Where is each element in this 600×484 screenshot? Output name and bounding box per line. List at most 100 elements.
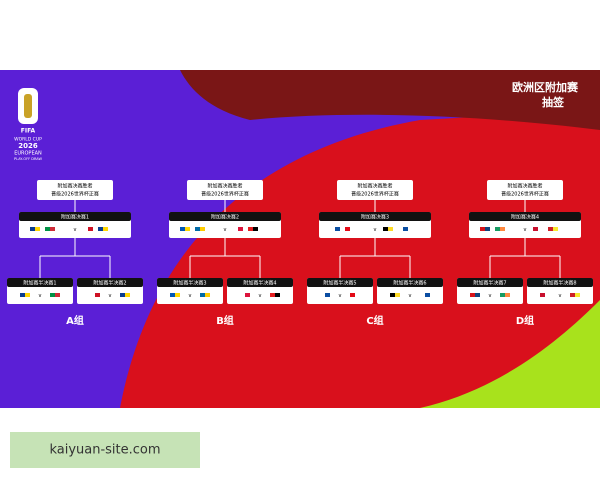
flag xyxy=(388,227,393,231)
flag xyxy=(575,293,580,297)
flag xyxy=(35,227,40,231)
flag xyxy=(55,293,60,297)
semi-header xyxy=(457,278,523,287)
flag xyxy=(45,227,50,231)
logo-line: PLAY-OFF DRAW xyxy=(14,157,42,161)
winner-box xyxy=(487,180,563,200)
flag xyxy=(233,227,238,231)
flag xyxy=(500,227,505,231)
flag xyxy=(350,227,355,231)
semi-label: 附加赛半决赛4 xyxy=(243,280,276,287)
flag xyxy=(355,293,360,297)
flag xyxy=(30,227,35,231)
final-label: 附加赛决赛1 xyxy=(61,214,89,221)
banner-green xyxy=(420,300,600,408)
winner-label: 晋级2026世界杯正赛 xyxy=(351,191,399,198)
final-header xyxy=(319,212,431,221)
flag xyxy=(185,227,190,231)
flag xyxy=(95,293,100,297)
semi-header xyxy=(7,278,73,287)
winner-label: 附加赛决赛胜者 xyxy=(507,183,542,190)
winner-label: 晋级2026世界杯正赛 xyxy=(51,191,99,198)
flag xyxy=(500,293,505,297)
flag xyxy=(253,227,258,231)
flag xyxy=(120,293,125,297)
flag xyxy=(403,227,408,231)
flag xyxy=(200,293,205,297)
group-label: D组 xyxy=(516,314,534,327)
flag xyxy=(330,227,335,231)
logo-year: 2026 xyxy=(18,142,38,150)
winner-label: 晋级2026世界杯正赛 xyxy=(501,191,549,198)
final-header xyxy=(19,212,131,221)
flag xyxy=(245,293,250,297)
flag xyxy=(485,227,490,231)
semi-label: 附加赛半决赛3 xyxy=(173,280,206,287)
versus: v xyxy=(39,293,42,299)
flag xyxy=(553,227,558,231)
flag xyxy=(125,293,130,297)
flag xyxy=(103,227,108,231)
semi-label: 附加赛半决赛1 xyxy=(23,280,56,287)
semi-header xyxy=(157,278,223,287)
flag xyxy=(495,227,500,231)
versus: v xyxy=(524,227,527,233)
flag xyxy=(548,227,553,231)
flag xyxy=(335,227,340,231)
flag xyxy=(505,293,510,297)
flag xyxy=(325,293,330,297)
logo-line: EUROPEAN xyxy=(14,151,42,157)
flag xyxy=(98,227,103,231)
versus: v xyxy=(224,227,227,233)
flag xyxy=(470,293,475,297)
flag xyxy=(200,227,205,231)
winner-box xyxy=(337,180,413,200)
winner-label: 晋级2026世界杯正赛 xyxy=(201,191,249,198)
flag xyxy=(90,293,95,297)
flag xyxy=(570,293,575,297)
final-label: 附加赛决赛2 xyxy=(211,214,239,221)
winner-box xyxy=(187,180,263,200)
logo-trophy xyxy=(24,94,32,118)
flag xyxy=(175,293,180,297)
flag xyxy=(275,293,280,297)
flag xyxy=(248,227,253,231)
semi-label: 附加赛半决赛7 xyxy=(473,280,506,287)
versus: v xyxy=(259,293,262,299)
semi-header xyxy=(227,278,293,287)
versus: v xyxy=(339,293,342,299)
semi-label: 附加赛半决赛6 xyxy=(393,280,426,287)
flag xyxy=(533,227,538,231)
flag xyxy=(545,293,550,297)
versus: v xyxy=(74,227,77,233)
flag xyxy=(50,293,55,297)
final-header xyxy=(469,212,581,221)
flag xyxy=(20,293,25,297)
semi-header xyxy=(77,278,143,287)
flag xyxy=(345,227,350,231)
semi-header xyxy=(527,278,593,287)
flag xyxy=(270,293,275,297)
versus: v xyxy=(189,293,192,299)
versus: v xyxy=(409,293,412,299)
flag xyxy=(398,227,403,231)
flag xyxy=(320,293,325,297)
versus: v xyxy=(489,293,492,299)
winner-label: 附加赛决赛胜者 xyxy=(357,183,392,190)
semi-label: 附加赛半决赛2 xyxy=(93,280,126,287)
flag xyxy=(540,293,545,297)
winner-box xyxy=(37,180,113,200)
flag xyxy=(88,227,93,231)
group-label: C组 xyxy=(366,314,383,327)
final-header xyxy=(169,212,281,221)
final-label: 附加赛决赛3 xyxy=(361,214,389,221)
logo-brand: FIFA xyxy=(21,128,36,135)
flag xyxy=(350,293,355,297)
final-label: 附加赛决赛4 xyxy=(511,214,539,221)
